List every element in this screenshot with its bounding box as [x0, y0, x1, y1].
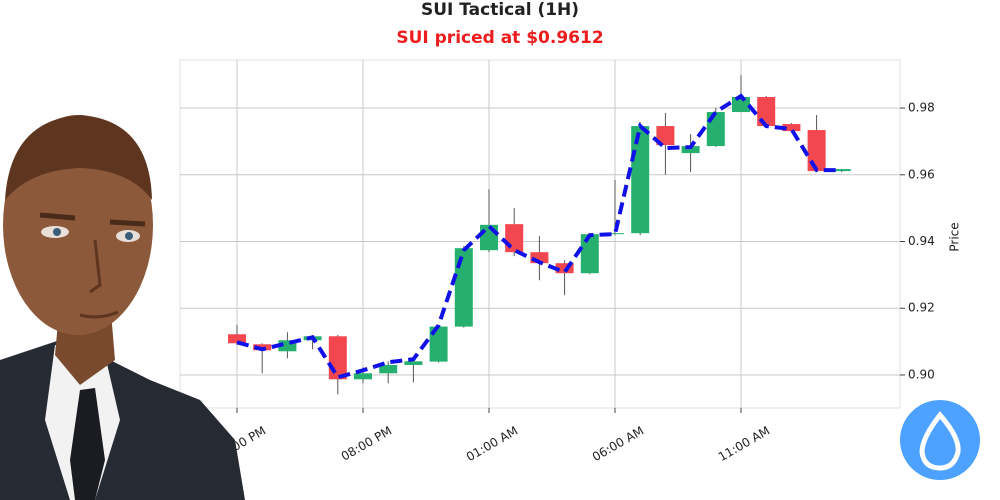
candle-body: [404, 361, 423, 365]
x-tick-label: 01:00 AM: [464, 424, 520, 465]
trend-line: [236, 93, 842, 380]
y-axis-label: Price: [948, 222, 962, 251]
candle-body: [782, 124, 801, 132]
y-tick-label: 0.96: [908, 167, 935, 181]
y-tick-label: 0.90: [908, 367, 935, 381]
y-tick-label: 0.94: [908, 234, 935, 248]
chart-subtitle: SUI priced at $0.9612: [396, 28, 603, 48]
candle-body: [606, 233, 624, 235]
chart-title: SUI Tactical (1H): [421, 0, 579, 20]
candle-body: [757, 97, 776, 127]
avatar: [0, 115, 245, 500]
candle-body: [732, 97, 750, 113]
candle-body: [505, 224, 524, 253]
candle-body: [555, 263, 574, 274]
y-tick-label: 0.98: [908, 101, 935, 115]
candle-body: [580, 234, 599, 274]
x-tick-label: 08:00 PM: [339, 424, 394, 464]
y-tick-label: 0.92: [908, 301, 935, 315]
candle-body: [681, 146, 700, 154]
candle-body: [328, 336, 347, 380]
candle-body: [656, 126, 675, 146]
candle-body: [631, 126, 650, 234]
candle-body: [379, 364, 398, 374]
x-tick-label: 06:00 AM: [590, 424, 646, 465]
sui-logo: [900, 400, 980, 480]
candle-body: [807, 130, 826, 172]
candle-body: [429, 326, 448, 362]
candle-body: [454, 248, 473, 327]
candle-body: [530, 252, 549, 264]
x-tick-label: 11:00 AM: [716, 424, 772, 465]
candle-body: [278, 340, 297, 352]
candle-body: [706, 112, 725, 147]
candle-body: [354, 373, 372, 380]
plot-frame: [179, 59, 901, 409]
candle-body: [228, 334, 246, 344]
